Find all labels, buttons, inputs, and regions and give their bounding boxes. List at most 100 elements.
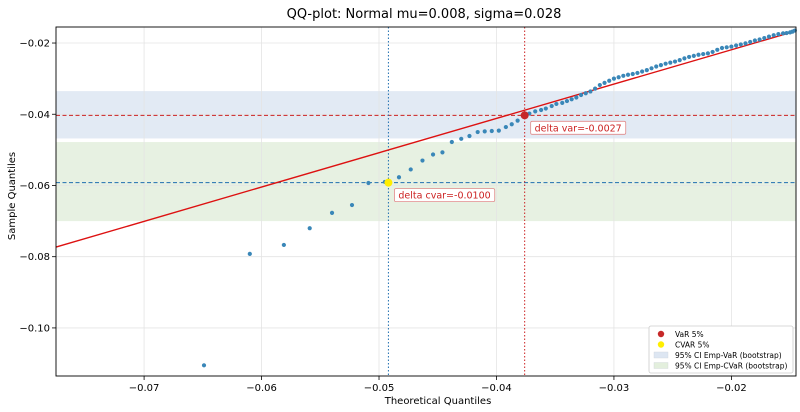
scatter-point	[602, 80, 607, 86]
scatter-point	[668, 60, 673, 65]
scatter-point	[640, 69, 645, 74]
var-annotation-box	[530, 120, 627, 135]
scatter-point	[635, 70, 640, 76]
legend: VaR 5%CVAR 5% 95% CI Emp-VaR (bootstrap)9…	[648, 325, 794, 374]
scatter-points	[201, 28, 797, 368]
var-ci-band	[56, 91, 796, 139]
scatter-point	[644, 67, 649, 73]
scatter-point	[733, 43, 739, 48]
x-tick-label: −0.04	[481, 383, 512, 394]
scatter-point	[701, 51, 706, 57]
scatter-point	[475, 129, 480, 135]
scatter-point	[588, 89, 593, 94]
legend-cvar-ci-label: 95% CI Emp-CVaR (bootstrap)	[675, 361, 787, 370]
y-tick-label: −0.10	[19, 323, 50, 334]
scatter-point	[719, 45, 725, 51]
scatter-point	[307, 226, 312, 231]
scatter-point	[420, 158, 425, 163]
scatter-point	[440, 150, 445, 155]
var-annotation: delta var=-0.0027	[535, 123, 622, 134]
scatter-point	[569, 97, 574, 102]
scatter-point	[654, 64, 659, 69]
scatter-point	[630, 71, 635, 77]
chart-title: QQ-plot: Normal mu=0.008, sigma=0.028	[287, 7, 562, 22]
scatter-point	[621, 73, 626, 78]
scatter-point	[649, 66, 654, 71]
scatter-point	[780, 31, 786, 36]
scatter-point	[748, 39, 753, 45]
legend-cvar-label: CVAR 5%	[675, 340, 710, 349]
scatter-point	[489, 128, 494, 134]
y-tick-label: −0.04	[19, 110, 50, 121]
scatter-point	[201, 363, 207, 368]
scatter-point	[672, 59, 678, 64]
scatter-point	[752, 38, 757, 43]
scatter-point	[663, 61, 668, 66]
scatter-point	[593, 86, 598, 91]
x-tick-label: −0.07	[129, 383, 160, 394]
annotations: delta var=-0.0027 delta cvar=-0.0100	[394, 120, 627, 203]
scatter-point	[430, 152, 436, 157]
scatter-point	[449, 139, 454, 145]
scatter-point	[549, 103, 554, 109]
scatter-point	[715, 47, 720, 52]
scatter-point	[616, 75, 621, 80]
y-axis-label: Sample Quantiles	[7, 152, 18, 240]
scatter-point	[560, 100, 565, 105]
scatter-point	[762, 35, 767, 41]
cvar-annotation: delta cvar=-0.0100	[398, 191, 490, 202]
legend-cvar-ci-swatch	[653, 362, 669, 369]
x-tick-label: −0.03	[599, 383, 630, 394]
scatter-point	[583, 91, 588, 96]
axes-frame	[55, 26, 797, 377]
scatter-point	[784, 30, 789, 36]
scatter-point	[503, 124, 508, 130]
scatter-point	[564, 98, 570, 104]
legend-var-ci-label: 95% CI Emp-VaR (bootstrap)	[675, 351, 782, 360]
scatter-point	[482, 129, 487, 134]
scatter-point	[677, 58, 682, 63]
scatter-point	[687, 54, 692, 60]
scatter-point	[554, 101, 559, 107]
scatter-point	[539, 107, 544, 113]
scatter-point	[658, 63, 664, 68]
legend-var-ci-swatch	[653, 351, 669, 359]
scatter-point	[607, 78, 612, 83]
plot-frame	[55, 26, 797, 377]
scatter-point	[729, 44, 734, 49]
legend-box	[648, 325, 794, 374]
scatter-point	[509, 122, 514, 127]
x-axis-label: Theoretical Quantiles	[384, 396, 492, 407]
normal-fit-line	[55, 30, 797, 248]
scatter-point	[496, 128, 501, 133]
scatter-point	[533, 109, 538, 114]
risk-markers	[384, 111, 529, 187]
cvar-marker	[384, 178, 393, 187]
scatter-point	[578, 92, 584, 98]
scatter-point	[543, 106, 548, 111]
scatter-point	[724, 45, 729, 50]
reference-lines	[56, 27, 796, 376]
grid-lines	[56, 27, 796, 376]
y-tick-label: −0.02	[19, 39, 50, 50]
legend-cvar-swatch	[657, 341, 665, 348]
cvar-ci-band	[56, 142, 796, 222]
scatter-point	[597, 82, 602, 88]
x-tick-label: −0.05	[364, 383, 395, 394]
scatter-point	[757, 37, 762, 42]
fit-line	[55, 30, 797, 248]
ci-bands	[56, 91, 796, 222]
scatter-point	[611, 76, 617, 81]
scatter-point	[329, 210, 335, 215]
scatter-point	[738, 42, 743, 47]
scatter-point	[691, 53, 696, 58]
scatter-point	[696, 52, 701, 57]
scatter-point	[710, 49, 715, 55]
y-tick-label: −0.06	[19, 181, 50, 192]
scatter-point	[408, 167, 413, 172]
legend-var-swatch	[657, 330, 665, 338]
scatter-point	[459, 136, 464, 141]
scatter-point	[366, 180, 371, 186]
scatter-point	[467, 133, 472, 139]
